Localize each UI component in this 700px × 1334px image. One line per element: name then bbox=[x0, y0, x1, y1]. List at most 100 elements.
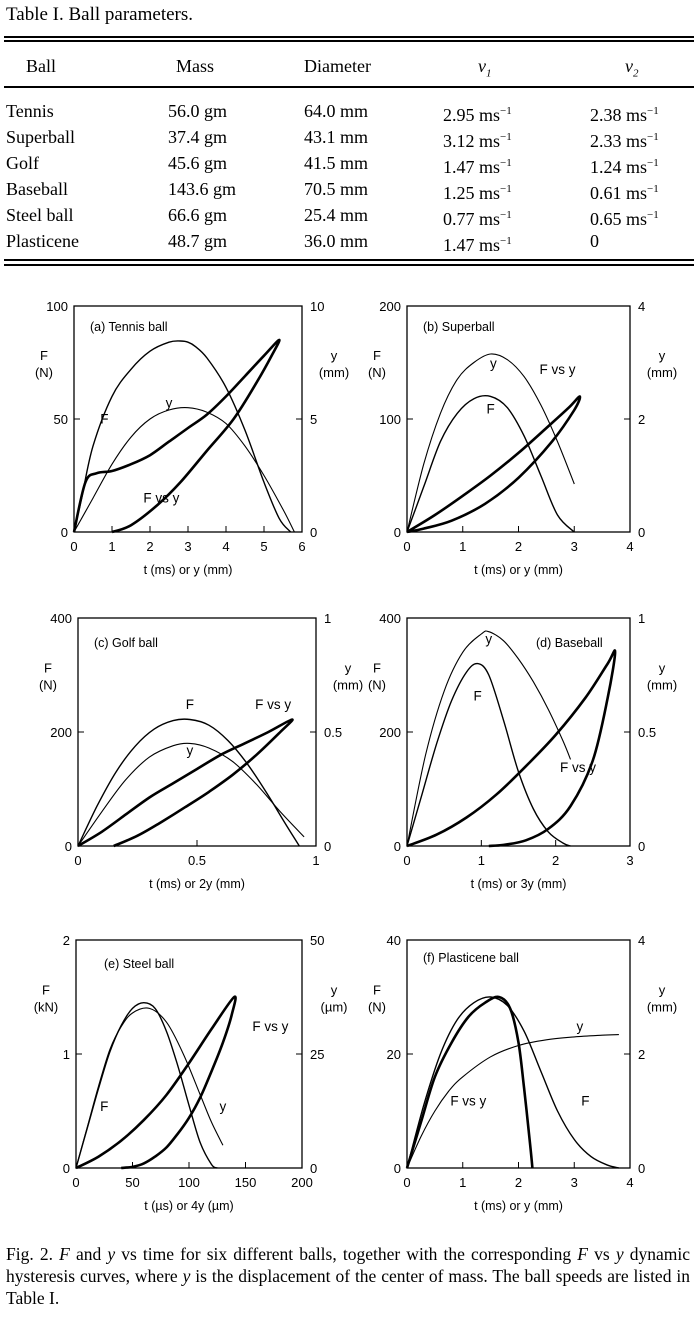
x-tick-label: 5 bbox=[260, 539, 267, 554]
table-cell: 48.7 gm bbox=[168, 231, 228, 251]
curve-label: F bbox=[100, 1099, 108, 1114]
x-tick-label: 2 bbox=[515, 539, 522, 554]
x-tick-label: 100 bbox=[178, 1175, 200, 1190]
x-tick-label: 3 bbox=[184, 539, 191, 554]
y-tick-label-right: 50 bbox=[310, 933, 324, 948]
curve-label: y bbox=[576, 1019, 583, 1034]
table-caption: Table I. Ball parameters. bbox=[6, 4, 194, 25]
curve-label: y bbox=[166, 396, 173, 411]
y-tick-label-right: 4 bbox=[638, 299, 645, 314]
x-axis-label: t (ms) or y (mm) bbox=[474, 1199, 563, 1213]
table-cell: 2.33 ms−1 bbox=[590, 131, 659, 151]
x-axis-label: t (ms) or y (mm) bbox=[144, 563, 233, 577]
series-line bbox=[77, 742, 305, 847]
series-line bbox=[72, 338, 281, 534]
y-axis-label-right-unit: (mm) bbox=[647, 365, 677, 380]
x-tick-label: 0 bbox=[403, 1175, 410, 1190]
series-line bbox=[77, 718, 294, 848]
y-tick-label-right: 0 bbox=[638, 1161, 645, 1176]
x-tick-label: 1 bbox=[312, 853, 319, 868]
y-tick-label-left: 400 bbox=[379, 611, 401, 626]
curve-label: F vs y bbox=[252, 1019, 288, 1034]
table-cell: 143.6 gm bbox=[168, 179, 237, 199]
curve-label: y bbox=[485, 632, 492, 647]
y-axis-label-left: F bbox=[373, 983, 381, 998]
header-sub: 1 bbox=[486, 67, 492, 80]
panel-title: (b) Superball bbox=[423, 320, 495, 334]
y-tick-label-left: 0 bbox=[61, 525, 68, 540]
x-axis-label: t (µs) or 4y (µm) bbox=[144, 1199, 233, 1213]
table-cell: 70.5 mm bbox=[304, 179, 369, 199]
series-line bbox=[406, 1034, 619, 1169]
table-cell: Tennis bbox=[6, 101, 54, 121]
unit-superscript: −1 bbox=[647, 183, 659, 195]
y-axis-label-right: y bbox=[331, 348, 338, 363]
y-tick-label-left: 0 bbox=[394, 839, 401, 854]
table-cell: 66.6 gm bbox=[168, 205, 228, 225]
y-tick-label-left: 0 bbox=[394, 1161, 401, 1176]
x-tick-label: 4 bbox=[626, 1175, 633, 1190]
y-axis-label-right-unit: (µm) bbox=[321, 1000, 348, 1015]
curve-label: F bbox=[473, 689, 481, 704]
x-axis-label: t (ms) or y (mm) bbox=[474, 563, 563, 577]
curve-label: F vs y bbox=[560, 760, 596, 775]
table-cell: 2.38 ms−1 bbox=[590, 105, 659, 125]
curve-label: y bbox=[220, 1099, 227, 1114]
x-tick-label: 50 bbox=[125, 1175, 139, 1190]
table-cell: 1.47 ms−1 bbox=[443, 157, 512, 177]
series-line bbox=[75, 995, 237, 1170]
curve-label: F vs y bbox=[143, 491, 179, 506]
y-axis-label-right-unit: (mm) bbox=[647, 678, 677, 693]
y-axis-label-right-unit: (mm) bbox=[319, 365, 349, 380]
table-bottom-rule-2 bbox=[4, 264, 694, 266]
y-axis-label-right-unit: (mm) bbox=[647, 1000, 677, 1015]
y-tick-label-right: 10 bbox=[310, 299, 324, 314]
series-line bbox=[77, 718, 300, 847]
x-tick-label: 1 bbox=[459, 539, 466, 554]
y-tick-label-left: 50 bbox=[54, 412, 68, 427]
y-tick-label-right: 0.5 bbox=[324, 725, 342, 740]
table-header-rule bbox=[4, 86, 694, 88]
x-tick-label: 0 bbox=[74, 853, 81, 868]
y-axis-label-right: y bbox=[659, 348, 666, 363]
curve-label: F vs y bbox=[255, 697, 291, 712]
table-cell: 0.65 ms−1 bbox=[590, 209, 659, 229]
y-tick-label-left: 100 bbox=[46, 299, 68, 314]
y-tick-label-right: 25 bbox=[310, 1047, 324, 1062]
unit-superscript: −1 bbox=[500, 157, 512, 169]
x-tick-label: 0 bbox=[72, 1175, 79, 1190]
x-axis-label: t (ms) or 3y (mm) bbox=[471, 877, 567, 891]
table-cell: Baseball bbox=[6, 179, 68, 199]
header-mass: Mass bbox=[176, 56, 215, 76]
y-axis-label-left: F bbox=[44, 661, 52, 676]
y-axis-label-right: y bbox=[345, 661, 352, 676]
curve-label: F bbox=[100, 412, 108, 427]
table-cell: 25.4 mm bbox=[304, 205, 369, 225]
series-line bbox=[73, 407, 295, 533]
x-tick-label: 0.5 bbox=[188, 853, 206, 868]
series-line bbox=[406, 630, 572, 847]
unit-superscript: −1 bbox=[500, 131, 512, 143]
x-tick-label: 150 bbox=[235, 1175, 257, 1190]
header-ball: Ball bbox=[26, 56, 56, 76]
curve-label: F vs y bbox=[450, 1093, 486, 1108]
table-cell: 37.4 gm bbox=[168, 127, 228, 147]
y-tick-label-left: 0 bbox=[65, 839, 72, 854]
unit-superscript: −1 bbox=[647, 209, 659, 221]
y-tick-label-right: 0.5 bbox=[638, 725, 656, 740]
y-tick-label-left: 200 bbox=[379, 725, 401, 740]
y-tick-label-right: 4 bbox=[638, 933, 645, 948]
header-v1: v1 bbox=[478, 56, 492, 80]
panel-title: (e) Steel ball bbox=[104, 957, 174, 971]
y-axis-label-right-unit: (mm) bbox=[333, 678, 363, 693]
y-axis-label-right: y bbox=[331, 983, 338, 998]
y-axis-label-left: F bbox=[42, 983, 50, 998]
table-cell: 36.0 mm bbox=[304, 231, 369, 251]
header-v2: v2 bbox=[625, 56, 639, 80]
y-tick-label-right: 1 bbox=[324, 611, 331, 626]
y-tick-label-left: 1 bbox=[63, 1047, 70, 1062]
curve-label: F bbox=[186, 697, 194, 712]
table-cell: 3.12 ms−1 bbox=[443, 131, 512, 151]
y-tick-label-left: 0 bbox=[394, 525, 401, 540]
x-tick-label: 3 bbox=[571, 539, 578, 554]
